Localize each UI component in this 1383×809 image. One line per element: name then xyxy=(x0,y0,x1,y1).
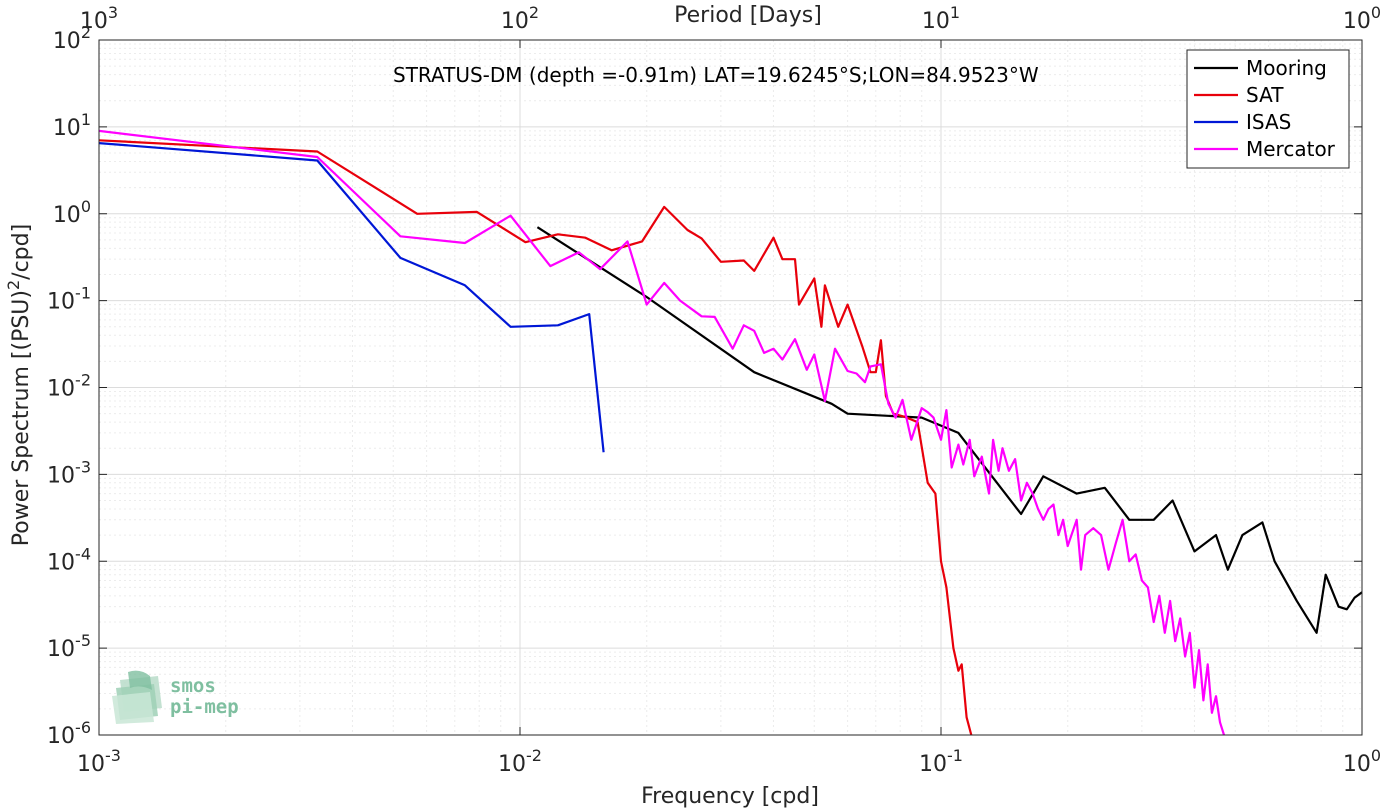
y-tick-label: 102 xyxy=(53,23,91,54)
x-tick-label: 10-2 xyxy=(498,746,542,777)
legend-label-mooring: Mooring xyxy=(1246,56,1327,80)
y-tick-label: 10-4 xyxy=(47,544,91,575)
series-line-isas xyxy=(99,142,605,453)
logo-stack-icon xyxy=(112,670,162,724)
logo-line1: smos xyxy=(170,675,216,697)
top-tick-label: 101 xyxy=(922,3,960,34)
series-lines xyxy=(99,129,1362,735)
y-tick-label: 100 xyxy=(53,197,91,228)
series-line-sat xyxy=(99,139,973,735)
legend: Mooring SAT ISAS Mercator xyxy=(1186,49,1350,169)
legend-label-mercator: Mercator xyxy=(1246,137,1336,161)
axis-ticks xyxy=(98,39,1363,736)
legend-label-isas: ISAS xyxy=(1246,110,1291,134)
top-axis-title: Period [Days] xyxy=(674,3,822,28)
top-tick-label: 103 xyxy=(80,3,118,34)
y-tick-label: 10-2 xyxy=(47,371,91,402)
y-tick-label: 10-5 xyxy=(47,631,91,662)
series-line-mercator xyxy=(99,129,1226,735)
y-tick-label: 10-6 xyxy=(47,718,91,749)
legend-label-sat: SAT xyxy=(1246,83,1284,107)
x-tick-label: 100 xyxy=(1343,746,1381,777)
x-tick-label: 10-3 xyxy=(77,746,121,777)
smos-pi-mep-logo: smos pi-mep xyxy=(112,670,239,724)
station-annotation: STRATUS-DM (depth =-0.91m) LAT=19.6245°S… xyxy=(393,63,1039,87)
y-tick-label: 10-1 xyxy=(47,284,91,315)
y-tick-label: 10-3 xyxy=(47,457,91,488)
x-tick-label: 10-1 xyxy=(919,746,963,777)
series-line-mooring xyxy=(536,226,1362,634)
top-tick-label: 102 xyxy=(501,3,539,34)
top-tick-label: 100 xyxy=(1343,3,1381,34)
logo-line2: pi-mep xyxy=(170,696,239,718)
x-axis-title: Frequency [cpd] xyxy=(641,784,819,809)
y-axis-title: Power Spectrum [(PSU)2/cpd] xyxy=(4,224,34,546)
y-tick-label: 101 xyxy=(53,110,91,141)
